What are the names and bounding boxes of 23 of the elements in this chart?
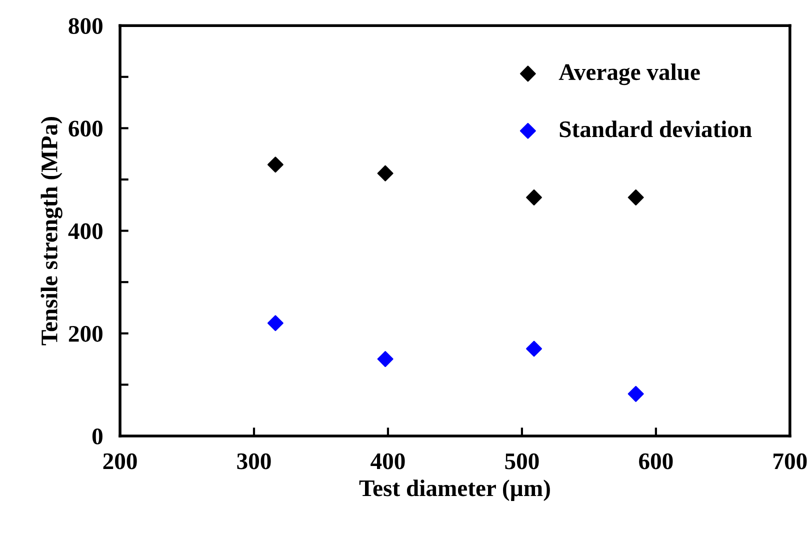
y-tick-label: 400 <box>68 223 102 240</box>
point <box>267 315 284 332</box>
point <box>267 156 284 173</box>
x-tick-label: 400 <box>370 453 405 470</box>
point <box>526 340 542 357</box>
legend-label: Standard deviation <box>560 120 752 138</box>
x-tick-label: 300 <box>237 453 271 470</box>
x-tick-label: 600 <box>639 453 673 470</box>
y-tick-label: 200 <box>68 326 102 342</box>
y-axis-title: Tensile strength (MPa) <box>40 117 62 346</box>
point <box>628 189 644 206</box>
point <box>628 386 644 402</box>
y-tick-label: 600 <box>68 120 102 137</box>
x-tick-label: 200 <box>103 453 137 470</box>
legend-label: Average value <box>558 64 700 86</box>
y-tick-label: 0 <box>92 428 102 444</box>
point <box>526 189 542 206</box>
point <box>377 165 394 182</box>
x-tick-label: 700 <box>774 453 807 470</box>
x-axis-title: Test diameter (µm) <box>359 480 550 502</box>
point <box>377 351 394 368</box>
x-tick-label: 500 <box>505 453 539 470</box>
y-tick-label: 800 <box>68 18 102 34</box>
